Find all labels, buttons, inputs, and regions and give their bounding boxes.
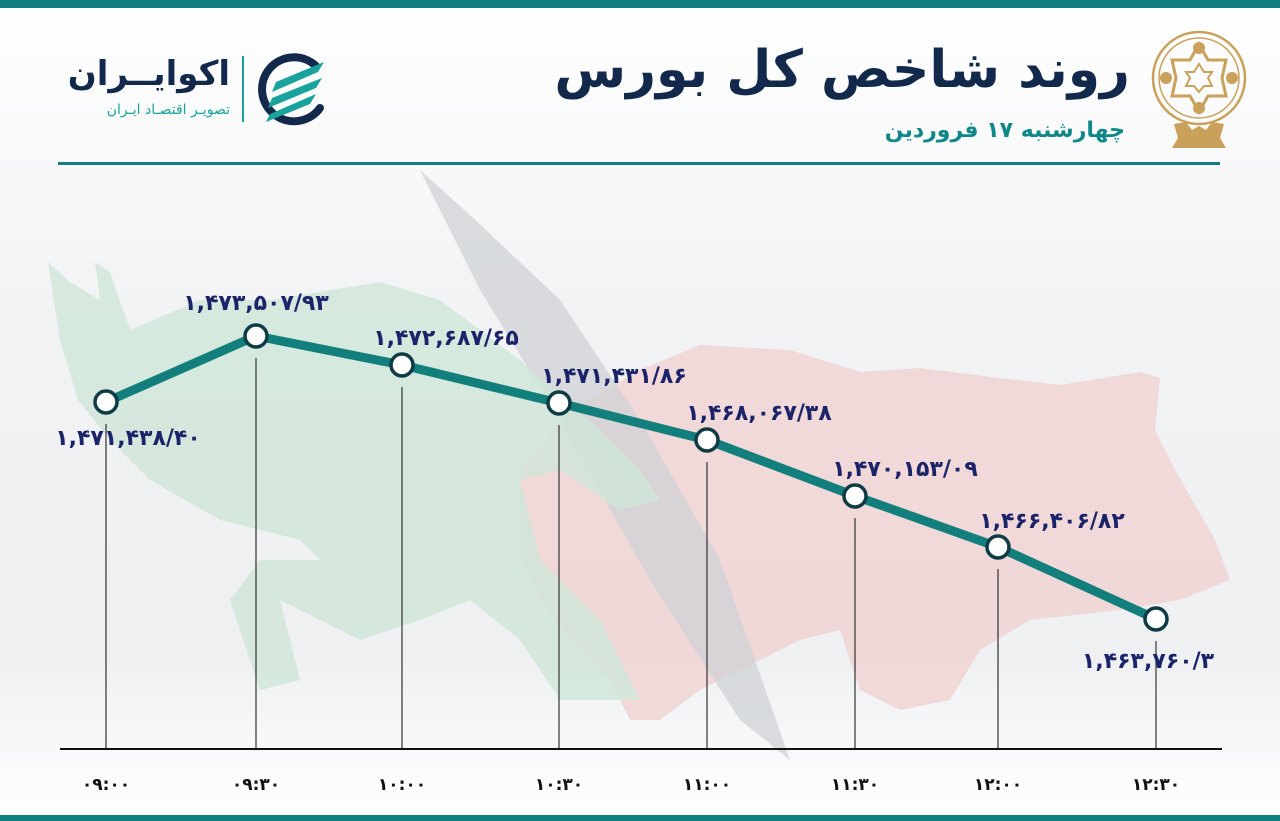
value-label: ۱,۴۷۱,۴۳۸/۴۰ <box>55 426 201 451</box>
x-tick-label: ۱۲:۳۰ <box>1132 775 1180 795</box>
data-point[interactable] <box>694 427 720 453</box>
data-point[interactable] <box>842 483 868 509</box>
brand-divider <box>242 56 244 122</box>
header-divider <box>58 162 1220 165</box>
tehran-stock-exchange-logo <box>1151 30 1247 148</box>
value-label: ۱,۴۶۳,۷۶۰/۳ <box>1082 649 1215 674</box>
page-title: روند شاخص کل بورس <box>554 40 1131 100</box>
value-label: ۱,۴۷۱,۴۳۱/۸۶ <box>541 364 687 389</box>
x-tick-label: ۱۱:۰۰ <box>683 775 731 795</box>
data-point[interactable] <box>546 390 572 416</box>
value-label: ۱,۴۶۶,۴۰۶/۸۲ <box>979 509 1125 534</box>
index-series-line <box>101 331 1161 624</box>
date-subtitle: چهارشنبه ۱۷ فروردین <box>884 118 1125 143</box>
top-accent-bar <box>0 0 1280 8</box>
x-tick-labels: ۰۹:۰۰ ۰۹:۳۰ ۱۰:۰۰ ۱۰:۳۰ ۱۱:۰۰ ۱۱:۳۰ ۱۲:۰۰ ۱۲:۳۰ <box>82 775 1180 795</box>
x-tick-label: ۱۰:۰۰ <box>378 775 426 795</box>
data-point[interactable] <box>985 534 1011 560</box>
x-tick-label: ۱۲:۰۰ <box>974 775 1022 795</box>
value-labels: ۱,۴۷۱,۴۳۸/۴۰ ۱,۴۷۳,۵۰۷/۹۳ ۱,۴۷۲,۶۸۷/۶۵ ۱,۴۷… <box>55 291 1214 674</box>
data-point-markers <box>93 323 1169 632</box>
value-label: ۱,۴۶۸,۰۶۷/۳۸ <box>686 401 832 426</box>
data-point[interactable] <box>389 352 415 378</box>
bottom-accent-bar <box>0 815 1280 821</box>
data-point[interactable] <box>93 389 119 415</box>
brand-tagline: تصویـر اقتصـاد ایـران <box>106 102 230 118</box>
value-label: ۱,۴۷۲,۶۸۷/۶۵ <box>373 326 519 351</box>
value-label: ۱,۴۷۳,۵۰۷/۹۳ <box>183 291 329 316</box>
x-tick-label: ۰۹:۰۰ <box>82 775 130 795</box>
drop-lines <box>105 358 1157 749</box>
bull-silhouette <box>48 262 660 700</box>
ecoiran-brand: اکوایــران تصویـر اقتصـاد ایـران <box>60 50 340 130</box>
x-tick-label: ۰۹:۳۰ <box>232 775 280 795</box>
x-tick-label: ۱۱:۳۰ <box>831 775 879 795</box>
value-label: ۱,۴۷۰,۱۵۳/۰۹ <box>832 457 978 482</box>
data-point[interactable] <box>1143 606 1169 632</box>
data-point[interactable] <box>243 323 269 349</box>
x-tick-label: ۱۰:۳۰ <box>535 775 583 795</box>
ecoiran-logo-icon <box>258 53 324 126</box>
brand-name: اکوایــران <box>67 54 230 94</box>
